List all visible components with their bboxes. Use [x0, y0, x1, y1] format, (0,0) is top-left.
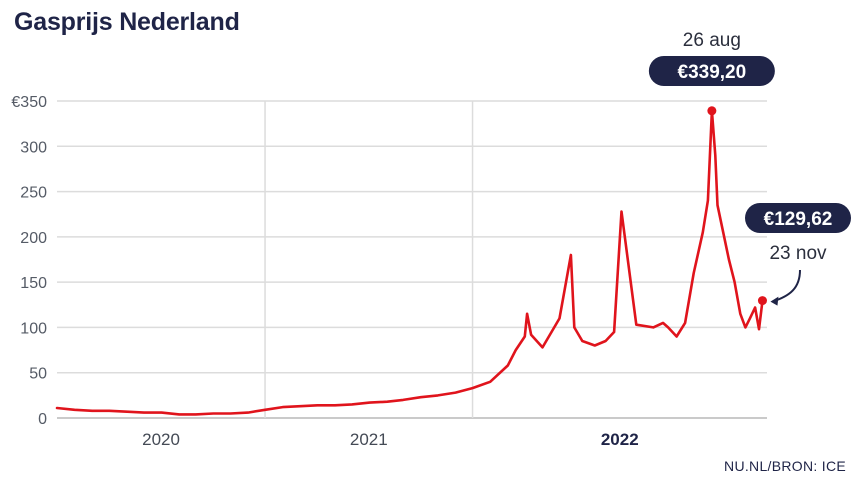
chart-title: Gasprijs Nederland [14, 8, 240, 36]
series-group [55, 109, 764, 416]
annotations-group: 26 aug €339,20 €129,62 23 nov [648, 30, 851, 306]
source-credit: NU.NL/BRON: ICE [724, 458, 846, 474]
last-date-label: 23 nov [769, 243, 827, 264]
peak-marker [707, 106, 717, 116]
y-tick-label: 100 [20, 320, 47, 337]
x-tick-label: 2021 [350, 430, 388, 449]
x-gridlines [264, 101, 474, 418]
arrow-head-icon [770, 296, 779, 306]
last-value-marker [757, 296, 767, 306]
last-value-badge [745, 203, 851, 233]
peak-date-label: 26 aug [683, 30, 741, 51]
price-line [55, 109, 764, 416]
y-tick-label: 0 [38, 411, 47, 428]
y-tick-label: 200 [20, 230, 47, 247]
y-tick-label: 250 [20, 185, 47, 202]
y-tick-label: 50 [29, 366, 47, 383]
last-value-label: €129,62 [764, 209, 833, 230]
y-axis-ticks: 0 50 100 150 200 250 300 €350 [11, 94, 47, 428]
pointer-arrow [772, 269, 801, 303]
y-tick-label: 300 [20, 139, 47, 156]
peak-value-label: €339,20 [678, 62, 747, 83]
x-tick-label: 2020 [142, 430, 180, 449]
y-tick-label: €350 [11, 94, 47, 111]
y-tick-label: 150 [20, 275, 47, 292]
x-axis-ticks: 2020 2021 2022 [142, 430, 639, 449]
peak-value-badge [648, 56, 775, 86]
y-gridlines [57, 100, 767, 419]
x-tick-label: 2022 [601, 430, 639, 449]
